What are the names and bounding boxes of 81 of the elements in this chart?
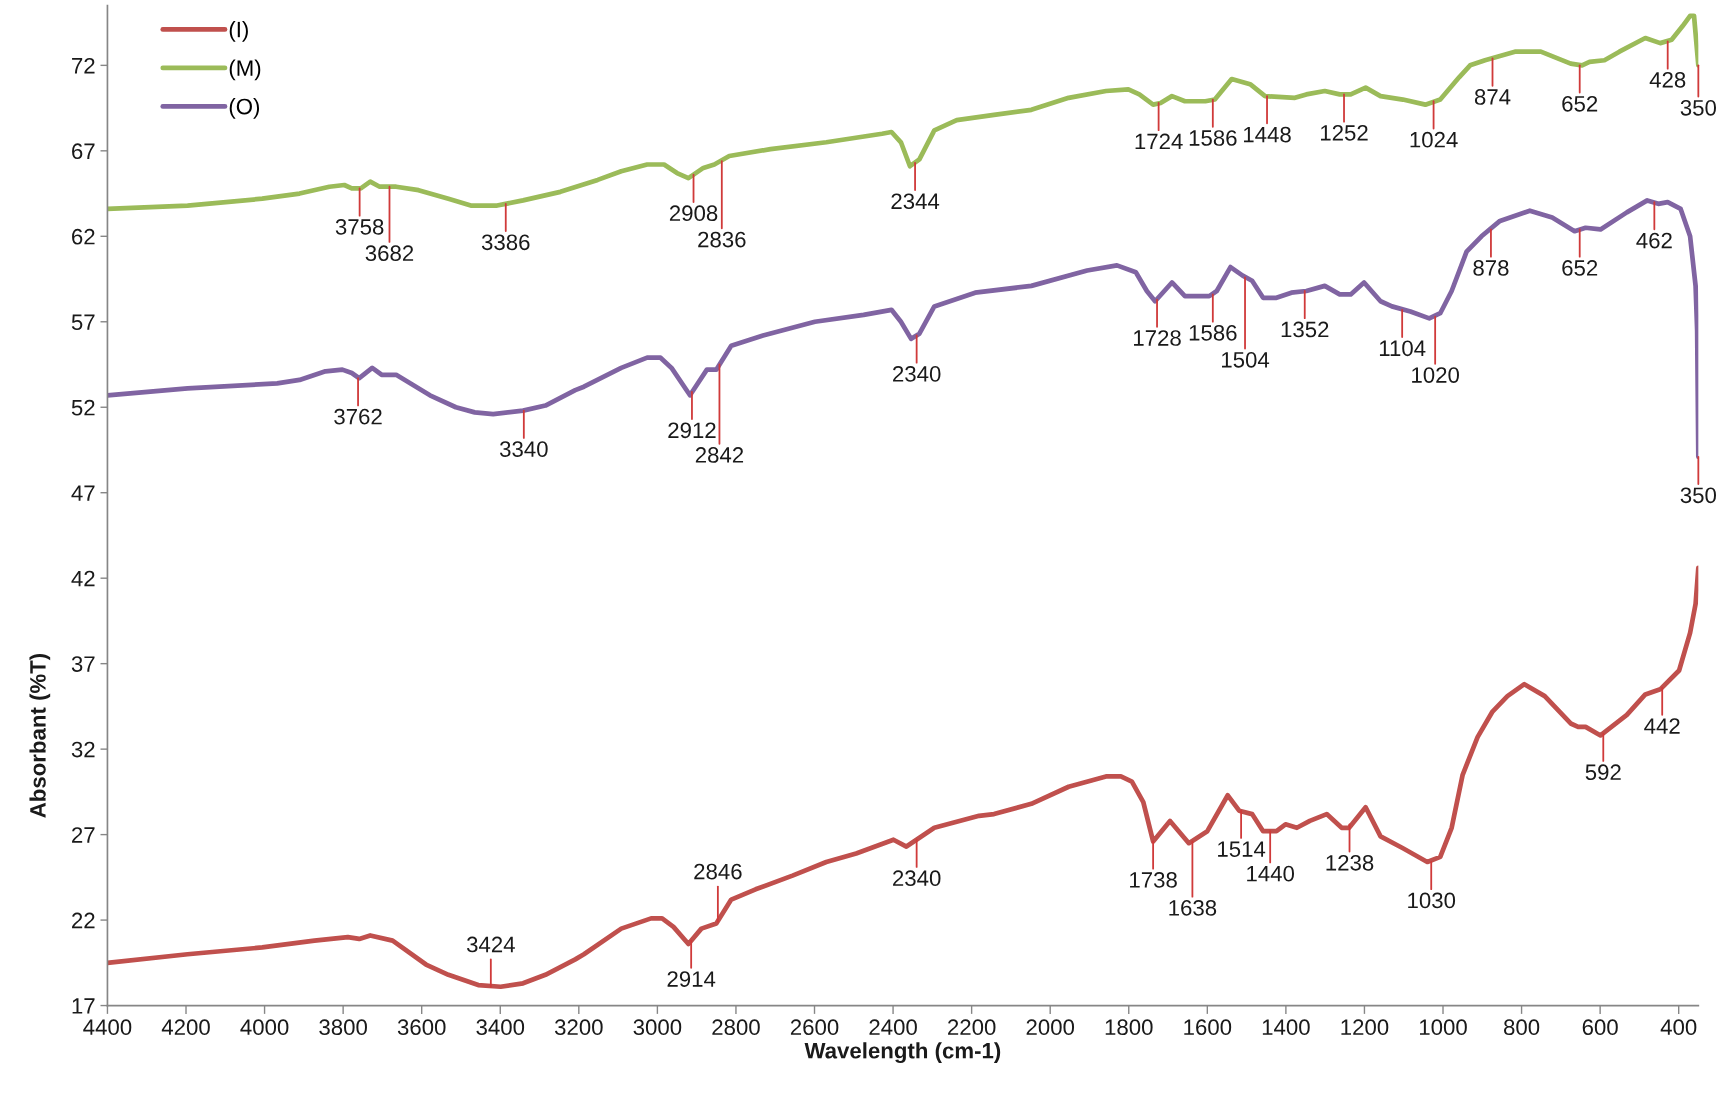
annotation: 3340 — [499, 441, 548, 457]
y-tick-label: 32 — [71, 741, 95, 758]
annotation: 2340 — [893, 870, 941, 887]
annotation: 3758 — [335, 219, 384, 235]
annotation: 652 — [1562, 260, 1598, 276]
annotation: 2836 — [698, 231, 746, 248]
annotation: 2340 — [893, 366, 941, 382]
x-tick-label: 1600 — [1184, 1019, 1232, 1036]
y-tick-label: 22 — [72, 912, 95, 929]
annotation: 1514 — [1218, 841, 1266, 857]
y-tick-label: 42 — [71, 570, 95, 587]
x-tick-label: 4200 — [161, 1019, 210, 1036]
annotation: 428 — [1649, 72, 1686, 88]
x-axis-title: Wavelength (cm-1) — [804, 1042, 1001, 1064]
annotation: 350 — [1680, 487, 1717, 504]
annotation: 3386 — [481, 234, 530, 251]
x-tick-label: 3400 — [476, 1019, 525, 1036]
annotation: 878 — [1473, 260, 1509, 276]
y-tick-label: 17 — [72, 998, 95, 1014]
annotation: 1252 — [1321, 125, 1368, 141]
annotation: 2914 — [667, 971, 716, 987]
line-series — [107, 565, 1699, 990]
legend-label: (I) — [229, 21, 248, 42]
annotation: 1440 — [1247, 865, 1295, 882]
annotation: 1024 — [1410, 131, 1458, 148]
annotation: 2842 — [695, 447, 744, 463]
x-tick-label: 2800 — [712, 1019, 760, 1036]
annotation: 1030 — [1408, 892, 1456, 909]
y-tick-label: 62 — [72, 228, 95, 245]
annotation: 2846 — [694, 863, 742, 880]
x-tick-label: 2200 — [948, 1019, 996, 1036]
annotation: 3682 — [365, 245, 414, 262]
x-tick-label: 3800 — [319, 1019, 367, 1036]
annotation: 2344 — [891, 193, 940, 210]
annotation: 652 — [1562, 95, 1598, 112]
y-tick-label: 52 — [71, 399, 95, 416]
annotation: 462 — [1636, 232, 1672, 249]
y-tick-label: 37 — [71, 656, 95, 672]
x-tick-label: 1400 — [1262, 1019, 1310, 1036]
annotation: 3424 — [466, 936, 515, 953]
x-tick-label: 4400 — [83, 1019, 132, 1036]
annotation: 350 — [1680, 99, 1717, 116]
annotation: 1238 — [1326, 854, 1374, 871]
annotation: 2908 — [669, 205, 718, 222]
y-tick-label: 47 — [71, 485, 95, 501]
x-tick-label: 2400 — [869, 1019, 917, 1036]
x-tick-label: 2600 — [790, 1019, 839, 1036]
annotation: 592 — [1585, 764, 1621, 781]
annotation: 1020 — [1412, 367, 1460, 383]
x-tick-label: 3000 — [633, 1019, 682, 1036]
x-tick-label: 4000 — [240, 1019, 289, 1036]
x-tick-label: 400 — [1660, 1019, 1697, 1036]
annotation: 1724 — [1135, 133, 1183, 150]
annotation: 2912 — [668, 422, 716, 439]
annotation: 1504 — [1222, 351, 1270, 368]
annotation: 1586 — [1189, 130, 1237, 146]
y-tick-label: 67 — [72, 143, 95, 160]
y-axis-title: Absorbant (%T) — [29, 653, 51, 818]
x-tick-label: 800 — [1504, 1019, 1540, 1036]
y-tick-label: 72 — [72, 57, 95, 74]
x-tick-label: 3200 — [554, 1019, 603, 1036]
y-tick-label: 27 — [72, 827, 95, 843]
annotation: 442 — [1644, 718, 1680, 734]
legend-label: (O) — [229, 98, 260, 119]
annotation: 1738 — [1130, 872, 1177, 888]
annotation: 1104 — [1379, 340, 1426, 357]
annotation: 874 — [1474, 89, 1511, 105]
x-tick-label: 1000 — [1419, 1019, 1467, 1036]
annotation: 1638 — [1169, 900, 1217, 916]
annotation: 1448 — [1244, 126, 1291, 143]
annotation: 1728 — [1134, 330, 1181, 346]
annotation: 1586 — [1189, 325, 1237, 341]
annotation: 1352 — [1281, 321, 1329, 338]
legend-label: (M) — [229, 59, 261, 81]
x-tick-label: 1200 — [1341, 1019, 1389, 1036]
x-tick-label: 1800 — [1105, 1019, 1153, 1036]
annotation: 3762 — [334, 408, 382, 425]
y-tick-label: 57 — [71, 314, 95, 331]
x-tick-label: 600 — [1582, 1019, 1618, 1036]
x-tick-label: 2000 — [1026, 1019, 1075, 1036]
x-tick-label: 3600 — [397, 1019, 446, 1036]
